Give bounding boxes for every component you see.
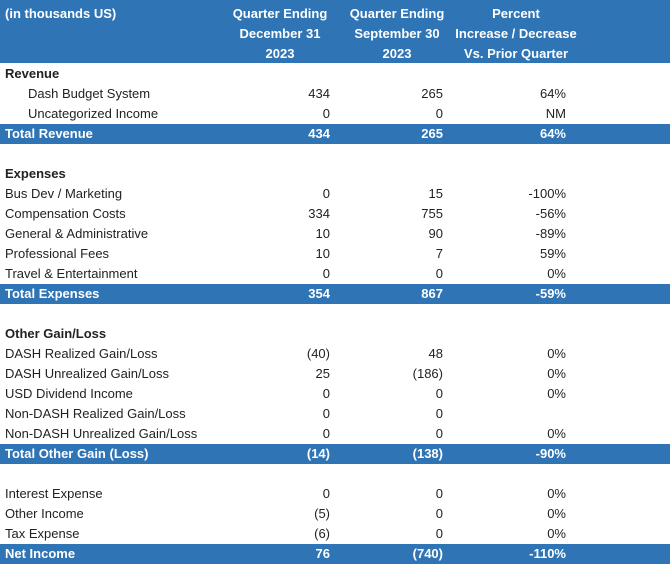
table-row: General & Administrative 10 90 -89% bbox=[5, 226, 566, 241]
column-header-percent-change: Percent Increase / Decrease Vs. Prior Quar… bbox=[455, 6, 577, 61]
column-header-q4-2023: Quarter Ending December 31 2023 bbox=[232, 6, 328, 61]
section-title-revenue: Revenue bbox=[5, 66, 60, 81]
table-row: Non-DASH Unrealized Gain/Loss 0 0 0% bbox=[5, 426, 566, 441]
table-row: Interest Expense 0 0 0% bbox=[5, 486, 566, 501]
table-row: DASH Realized Gain/Loss (40) 48 0% bbox=[5, 346, 566, 361]
table-row: Professional Fees 10 7 59% bbox=[5, 246, 566, 261]
column-header-q3-2023: Quarter Ending September 30 2023 bbox=[349, 6, 445, 61]
table-row: DASH Unrealized Gain/Loss 25 (186) 0% bbox=[5, 366, 566, 381]
table-row: Tax Expense (6) 0 0% bbox=[5, 526, 566, 541]
total-row-expenses: Total Expenses 354 867 -59% bbox=[0, 284, 670, 304]
table-row: Uncategorized Income 0 0 NM bbox=[28, 106, 566, 121]
units-label: (in thousands US) bbox=[5, 6, 117, 21]
total-row-net-income: Net Income 76 (740) -110% bbox=[0, 544, 670, 564]
table-row: Dash Budget System 434 265 64% bbox=[28, 86, 566, 101]
section-title-other-gain-loss: Other Gain/Loss bbox=[5, 326, 107, 341]
table-header: (in thousands US) Quarter Ending December… bbox=[0, 0, 670, 63]
table-row: Bus Dev / Marketing 0 15 -100% bbox=[5, 186, 566, 201]
section-title-expenses: Expenses bbox=[5, 166, 66, 181]
table-row: Travel & Entertainment 0 0 0% bbox=[5, 266, 566, 281]
table-row: USD Dividend Income 0 0 0% bbox=[5, 386, 566, 401]
total-row-revenue: Total Revenue 434 265 64% bbox=[0, 124, 670, 144]
total-row-other-gain-loss: Total Other Gain (Loss) (14) (138) -90% bbox=[0, 444, 670, 464]
table-row: Non-DASH Realized Gain/Loss 0 0 bbox=[5, 406, 443, 421]
table-row: Compensation Costs 334 755 -56% bbox=[5, 206, 566, 221]
table-row: Other Income (5) 0 0% bbox=[5, 506, 566, 521]
